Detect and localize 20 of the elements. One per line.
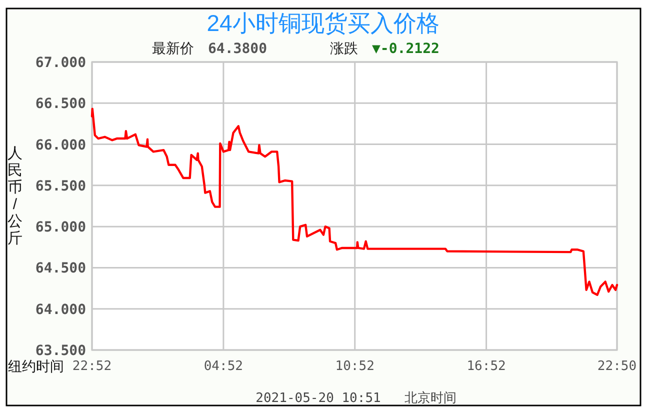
text: 纽约时间 (8, 358, 64, 374)
x-tick-label: 04:52 (204, 359, 244, 374)
chart-subtitle: 最新价 64.3800 (152, 40, 268, 57)
line-series (90, 108, 618, 296)
y-tick-label: 64.000 (35, 302, 86, 318)
y-tick-label: 66.000 (35, 137, 86, 154)
y-tick-label: 63.500 (35, 343, 86, 359)
y-tick-label: 65.000 (35, 220, 86, 236)
y-tick-label: 64.500 (35, 260, 86, 277)
chart-title: 24小时铜现货买入价格 (206, 10, 440, 36)
y-axis-title: 人民币/公斤 (8, 145, 22, 247)
x-tick-label: 16:52 (466, 359, 506, 374)
x-tick-label: 22:52 (72, 359, 112, 374)
text: 涨跌 ▼-0.2122 (330, 40, 440, 57)
y-tick-label: 66.500 (35, 96, 86, 112)
x-tick-label: 22:50 (597, 359, 637, 374)
x-tick-label: 10:52 (335, 359, 374, 374)
y-tick-label: 65.500 (35, 178, 86, 194)
text: 2021-05-20 10:51 北京时间 (256, 391, 456, 406)
y-tick-label: 67.000 (35, 55, 86, 71)
